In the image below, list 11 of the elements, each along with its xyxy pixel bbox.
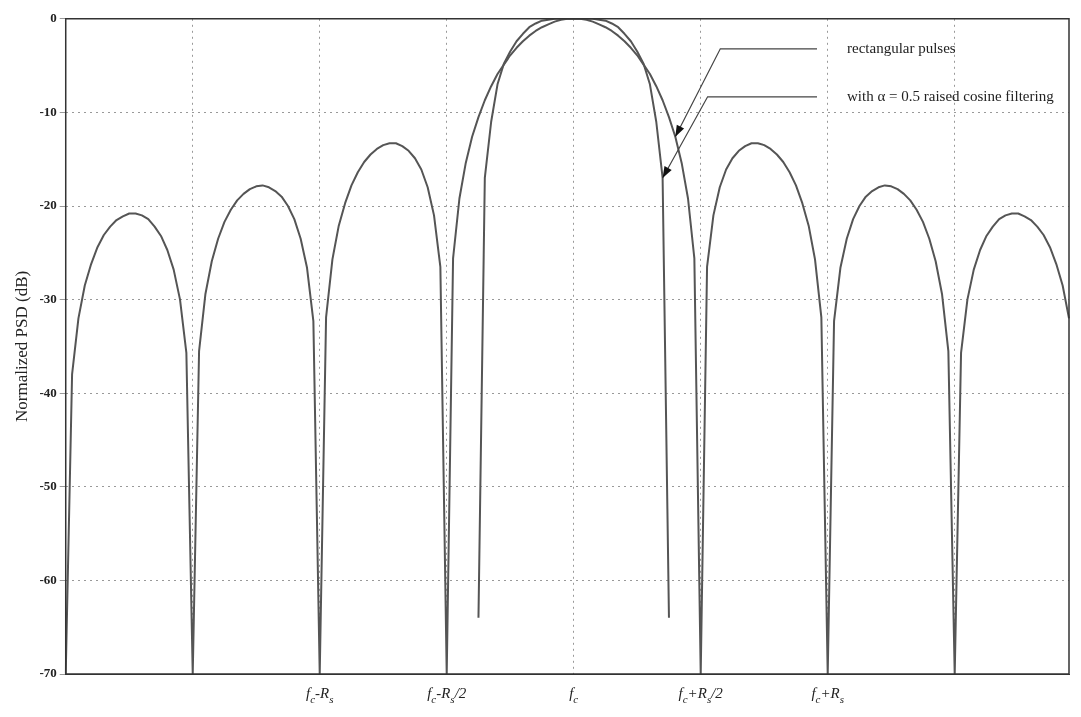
annotation: with α = 0.5 raised cosine filtering: [847, 87, 1055, 104]
y-tick-label: 0: [50, 10, 57, 26]
y-axis-title: Normalized PSD (dB): [11, 270, 31, 422]
annotation: rectangular pulses: [847, 39, 956, 56]
y-tick-label: -50: [39, 478, 57, 494]
y-tick-label: -20: [39, 197, 57, 213]
y-tick-label: -70: [39, 665, 57, 681]
y-tick-label: -60: [39, 571, 57, 587]
y-tick-label: -30: [39, 290, 57, 306]
y-tick-label: -40: [39, 384, 57, 400]
y-tick-label: -10: [39, 103, 57, 119]
